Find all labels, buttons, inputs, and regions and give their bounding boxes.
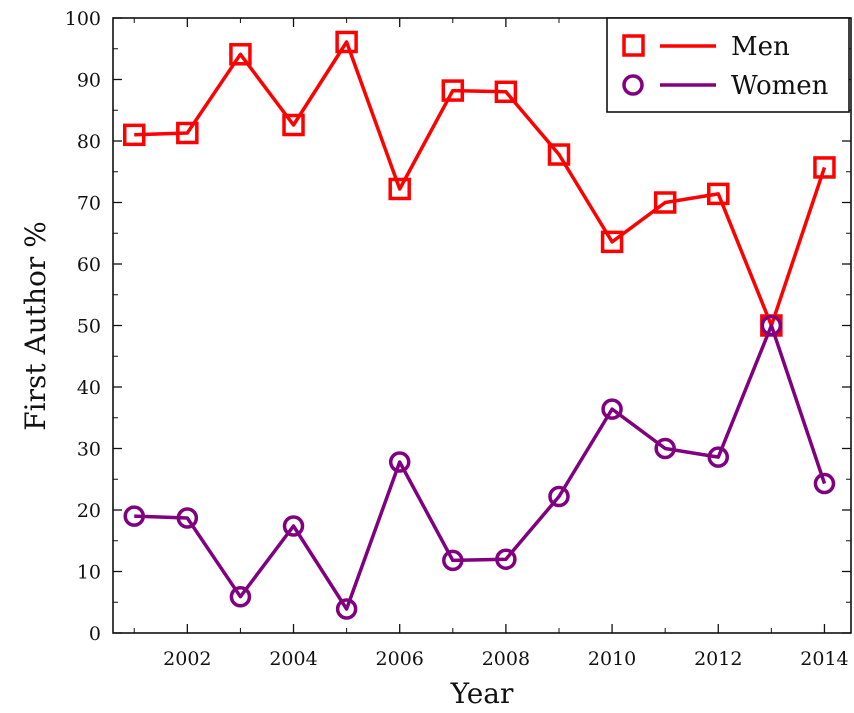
data-point-women (282, 515, 305, 537)
y-tick-label: 40 (77, 377, 101, 399)
data-point-women (760, 314, 783, 337)
data-point-women (123, 505, 145, 527)
data-point-women (442, 549, 464, 572)
y-tick-label: 0 (89, 623, 101, 645)
x-axis-label: Year (450, 677, 514, 710)
data-point-women (229, 585, 252, 608)
data-point-women (813, 472, 836, 495)
data-point-women (707, 446, 730, 468)
data-point-men (282, 113, 305, 137)
x-tick-label: 2002 (163, 648, 211, 670)
y-tick-label: 100 (65, 8, 101, 30)
data-point-women (176, 507, 199, 529)
legend-women-marker (622, 74, 644, 96)
data-point-men (335, 30, 358, 54)
y-tick-label: 30 (77, 439, 101, 461)
y-tick-label: 70 (77, 193, 101, 215)
y-tick-label: 20 (77, 500, 101, 522)
data-point-men (229, 43, 252, 66)
legend-box (606, 17, 850, 113)
y-tick-label: 80 (77, 131, 101, 153)
data-point-women (495, 548, 517, 570)
data-point-men (441, 79, 465, 102)
legend-women-label: Women (731, 71, 829, 101)
data-point-men (600, 230, 624, 254)
x-tick-label: 2008 (482, 648, 530, 670)
data-point-women (601, 398, 623, 420)
data-point-men (176, 121, 199, 145)
y-axis-label: First Author % (19, 221, 52, 431)
y-tick-label: 10 (77, 562, 101, 584)
legend-men-marker (622, 34, 645, 57)
data-point-men (707, 182, 730, 206)
x-tick-label: 2006 (376, 648, 424, 670)
data-point-women (335, 598, 358, 620)
data-point-men (813, 156, 836, 179)
y-tick-label: 60 (77, 254, 101, 276)
y-tick-label: 50 (77, 316, 101, 338)
data-point-men (547, 143, 571, 166)
y-tick-label: 90 (77, 70, 101, 92)
data-point-women (654, 437, 676, 460)
x-tick-label: 2010 (588, 648, 636, 670)
data-point-women (388, 451, 411, 473)
data-point-men (388, 177, 411, 201)
data-point-women (548, 485, 570, 508)
x-tick-label: 2012 (694, 648, 742, 670)
legend-men-label: Men (731, 32, 790, 62)
x-tick-label: 2004 (269, 648, 317, 670)
x-tick-label: 2014 (800, 648, 848, 670)
data-point-men (653, 191, 677, 214)
data-point-men (494, 80, 518, 104)
legend: Men Women (606, 17, 850, 113)
data-point-men (122, 123, 146, 147)
plot-area: 0 10 20 30 40 50 60 70 80 90 100 2002 2004 2006 2008 20… (65, 8, 852, 670)
